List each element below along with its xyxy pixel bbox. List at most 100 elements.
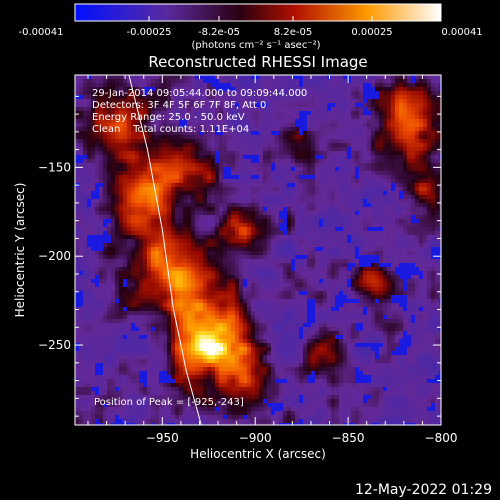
heatmap-cell bbox=[343, 107, 348, 112]
heatmap-cell bbox=[307, 199, 312, 204]
heatmap-cell bbox=[79, 271, 84, 276]
heatmap-cell bbox=[431, 83, 436, 88]
heatmap-cell bbox=[111, 143, 116, 148]
heatmap-cell bbox=[243, 111, 248, 116]
heatmap-cell bbox=[287, 179, 292, 184]
heatmap-cell bbox=[331, 247, 336, 252]
heatmap-cell bbox=[119, 123, 124, 128]
heatmap-cell bbox=[99, 183, 104, 188]
heatmap-cell bbox=[79, 175, 84, 180]
heatmap-cell bbox=[143, 179, 148, 184]
heatmap-cell bbox=[367, 231, 372, 236]
heatmap-cell bbox=[439, 219, 441, 224]
heatmap-cell bbox=[143, 267, 148, 272]
heatmap-cell bbox=[411, 263, 416, 268]
heatmap-cell bbox=[259, 155, 264, 160]
heatmap-cell bbox=[79, 187, 84, 192]
heatmap-cell bbox=[235, 251, 240, 256]
heatmap-cell bbox=[75, 275, 80, 280]
heatmap-cell bbox=[239, 163, 244, 168]
heatmap-cell bbox=[403, 147, 408, 152]
heatmap-cell bbox=[399, 203, 404, 208]
heatmap-cell bbox=[251, 75, 256, 80]
heatmap-cell bbox=[335, 231, 340, 236]
heatmap-cell bbox=[415, 235, 420, 240]
heatmap-cell bbox=[303, 135, 308, 140]
heatmap-cell bbox=[227, 155, 232, 160]
heatmap-cell bbox=[79, 227, 84, 232]
heatmap-cell bbox=[263, 199, 268, 204]
heatmap-cell bbox=[411, 155, 416, 160]
heatmap-cell bbox=[163, 143, 168, 148]
heatmap-cell bbox=[207, 91, 212, 96]
heatmap-cell bbox=[151, 147, 156, 152]
heatmap-cell bbox=[291, 227, 296, 232]
heatmap-cell bbox=[387, 83, 392, 88]
heatmap-cell bbox=[195, 83, 200, 88]
heatmap-cell bbox=[355, 227, 360, 232]
heatmap-cell bbox=[167, 267, 172, 272]
heatmap-cell bbox=[263, 131, 268, 136]
heatmap-cell bbox=[427, 139, 432, 144]
heatmap-cell bbox=[431, 267, 436, 272]
heatmap-cell bbox=[115, 179, 120, 184]
heatmap-cell bbox=[291, 159, 296, 164]
heatmap-cell bbox=[231, 123, 236, 128]
heatmap-cell bbox=[135, 147, 140, 152]
heatmap-cell bbox=[79, 79, 84, 84]
heatmap-cell bbox=[423, 103, 428, 108]
heatmap-cell bbox=[127, 179, 132, 184]
heatmap-cell bbox=[119, 203, 124, 208]
heatmap-cell bbox=[135, 123, 140, 128]
heatmap-cell bbox=[355, 143, 360, 148]
heatmap-cell bbox=[179, 119, 184, 124]
heatmap-cell bbox=[119, 283, 124, 288]
heatmap-cell bbox=[251, 119, 256, 124]
heatmap-cell bbox=[295, 111, 300, 116]
heatmap-cell bbox=[407, 99, 412, 104]
heatmap-cell bbox=[339, 179, 344, 184]
heatmap-cell bbox=[319, 279, 324, 284]
heatmap-cell bbox=[207, 183, 212, 188]
heatmap-cell bbox=[407, 239, 412, 244]
heatmap-cell bbox=[375, 267, 380, 272]
heatmap-cell bbox=[127, 155, 132, 160]
heatmap-cell bbox=[123, 287, 128, 292]
heatmap-cell bbox=[111, 127, 116, 132]
heatmap-cell bbox=[439, 127, 441, 132]
heatmap-cell bbox=[211, 103, 216, 108]
heatmap-cell bbox=[307, 103, 312, 108]
heatmap-cell bbox=[211, 87, 216, 92]
heatmap-cell bbox=[403, 175, 408, 180]
heatmap-cell bbox=[135, 119, 140, 124]
heatmap-cell bbox=[347, 239, 352, 244]
heatmap-cell bbox=[439, 103, 441, 108]
heatmap-cell bbox=[183, 123, 188, 128]
heatmap-cell bbox=[267, 167, 272, 172]
heatmap-cell bbox=[183, 143, 188, 148]
heatmap-cell bbox=[279, 91, 284, 96]
heatmap-cell bbox=[343, 179, 348, 184]
heatmap-cell bbox=[175, 227, 180, 232]
heatmap-cell bbox=[131, 287, 136, 292]
heatmap-cell bbox=[179, 243, 184, 248]
heatmap-cell bbox=[159, 159, 164, 164]
heatmap-cell bbox=[263, 127, 268, 132]
heatmap-cell bbox=[259, 171, 264, 176]
heatmap-cell bbox=[131, 183, 136, 188]
heatmap-cell bbox=[243, 267, 248, 272]
heatmap-cell bbox=[343, 163, 348, 168]
heatmap-cell bbox=[75, 271, 80, 276]
heatmap-cell bbox=[135, 215, 140, 220]
heatmap-cell bbox=[391, 123, 396, 128]
heatmap-cell bbox=[151, 91, 156, 96]
heatmap-cell bbox=[411, 171, 416, 176]
heatmap-cell bbox=[431, 263, 436, 268]
heatmap-cell bbox=[383, 235, 388, 240]
heatmap-cell bbox=[367, 171, 372, 176]
heatmap-cell bbox=[375, 175, 380, 180]
heatmap-cell bbox=[131, 151, 136, 156]
heatmap-cell bbox=[75, 107, 80, 112]
heatmap-cell bbox=[311, 227, 316, 232]
heatmap-cell bbox=[199, 131, 204, 136]
